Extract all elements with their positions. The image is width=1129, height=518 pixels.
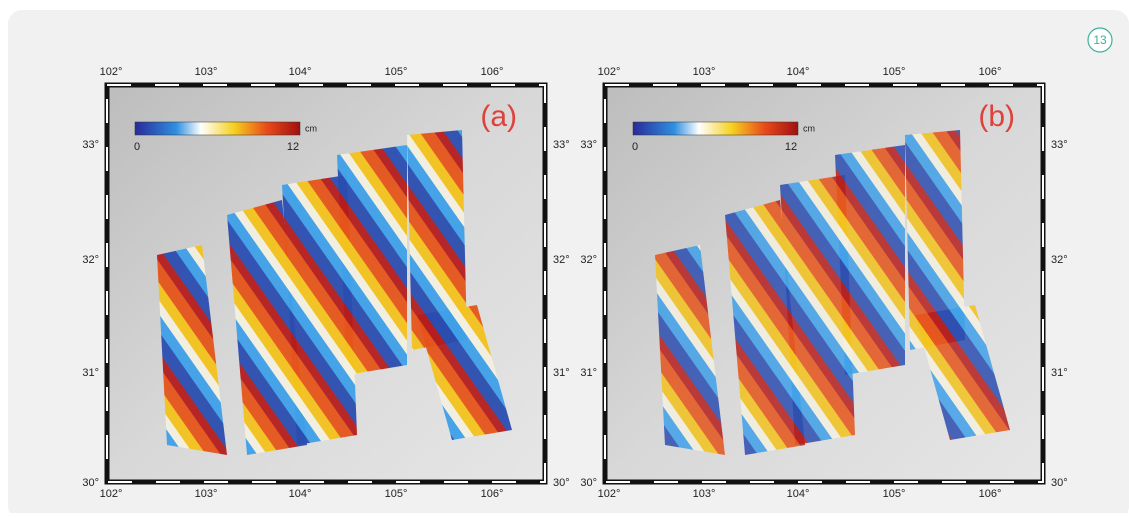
colorbar xyxy=(632,121,799,136)
lat-tick-label: 31° xyxy=(553,367,570,379)
lat-tick-label: 32° xyxy=(82,254,99,266)
lon-tick-label: 106° xyxy=(979,66,1002,78)
interferogram-swath xyxy=(905,130,965,350)
lon-tick-label: 104° xyxy=(289,66,312,78)
lon-tick-label: 103° xyxy=(693,488,716,500)
map-frame-ticks xyxy=(604,84,1044,483)
interferogram-swath xyxy=(337,145,407,375)
lat-tick-label: 30° xyxy=(580,477,597,489)
badge-number: 13 xyxy=(1093,33,1107,47)
lat-tick-label: 33° xyxy=(82,139,99,151)
interferogram-swath xyxy=(157,245,227,455)
colorbar-unit: cm xyxy=(803,123,815,133)
lat-tick-label: 31° xyxy=(82,367,99,379)
lon-tick-label: 102° xyxy=(598,488,621,500)
lon-tick-label: 106° xyxy=(481,488,504,500)
interferogram-swath xyxy=(915,305,1010,440)
interferogram-swath xyxy=(835,145,905,375)
badge xyxy=(1087,27,1113,53)
lat-tick-label: 31° xyxy=(1051,367,1068,379)
lon-tick-label: 105° xyxy=(883,488,906,500)
lon-tick-label: 105° xyxy=(385,66,408,78)
lon-tick-label: 103° xyxy=(693,66,716,78)
lon-tick-label: 103° xyxy=(195,488,218,500)
lon-tick-label: 104° xyxy=(787,66,810,78)
lat-tick-label: 33° xyxy=(553,139,570,151)
lat-tick-label: 32° xyxy=(580,254,597,266)
panel-label: (a) xyxy=(480,100,517,133)
lon-tick-label: 102° xyxy=(100,488,123,500)
colorbar-max: 12 xyxy=(287,141,299,153)
interferogram-swath xyxy=(282,175,357,445)
colorbar-min: 0 xyxy=(632,141,638,153)
colorbar-unit: cm xyxy=(305,123,317,133)
lon-tick-label: 106° xyxy=(979,488,1002,500)
lon-tick-label: 102° xyxy=(100,66,123,78)
interferogram-swath xyxy=(655,245,725,455)
lat-tick-label: 33° xyxy=(1051,139,1068,151)
lat-tick-label: 31° xyxy=(580,367,597,379)
lon-tick-label: 105° xyxy=(385,488,408,500)
interferogram-swath xyxy=(407,130,467,350)
colorbar xyxy=(134,121,301,136)
lon-tick-label: 105° xyxy=(883,66,906,78)
lon-tick-label: 103° xyxy=(195,66,218,78)
lat-tick-label: 32° xyxy=(1051,254,1068,266)
interferogram-swath xyxy=(417,305,512,440)
lon-tick-label: 104° xyxy=(787,488,810,500)
lat-tick-label: 32° xyxy=(553,254,570,266)
lon-tick-label: 102° xyxy=(598,66,621,78)
panel-label: (b) xyxy=(978,100,1015,133)
colorbar-max: 12 xyxy=(785,141,797,153)
lon-tick-label: 106° xyxy=(481,66,504,78)
lat-tick-label: 30° xyxy=(553,477,570,489)
colorbar-min: 0 xyxy=(134,141,140,153)
lon-tick-label: 104° xyxy=(289,488,312,500)
lat-tick-label: 30° xyxy=(82,477,99,489)
lat-tick-label: 30° xyxy=(1051,477,1068,489)
lat-tick-label: 33° xyxy=(580,139,597,151)
interferogram-swath xyxy=(780,175,855,445)
map-frame-ticks xyxy=(106,84,546,483)
